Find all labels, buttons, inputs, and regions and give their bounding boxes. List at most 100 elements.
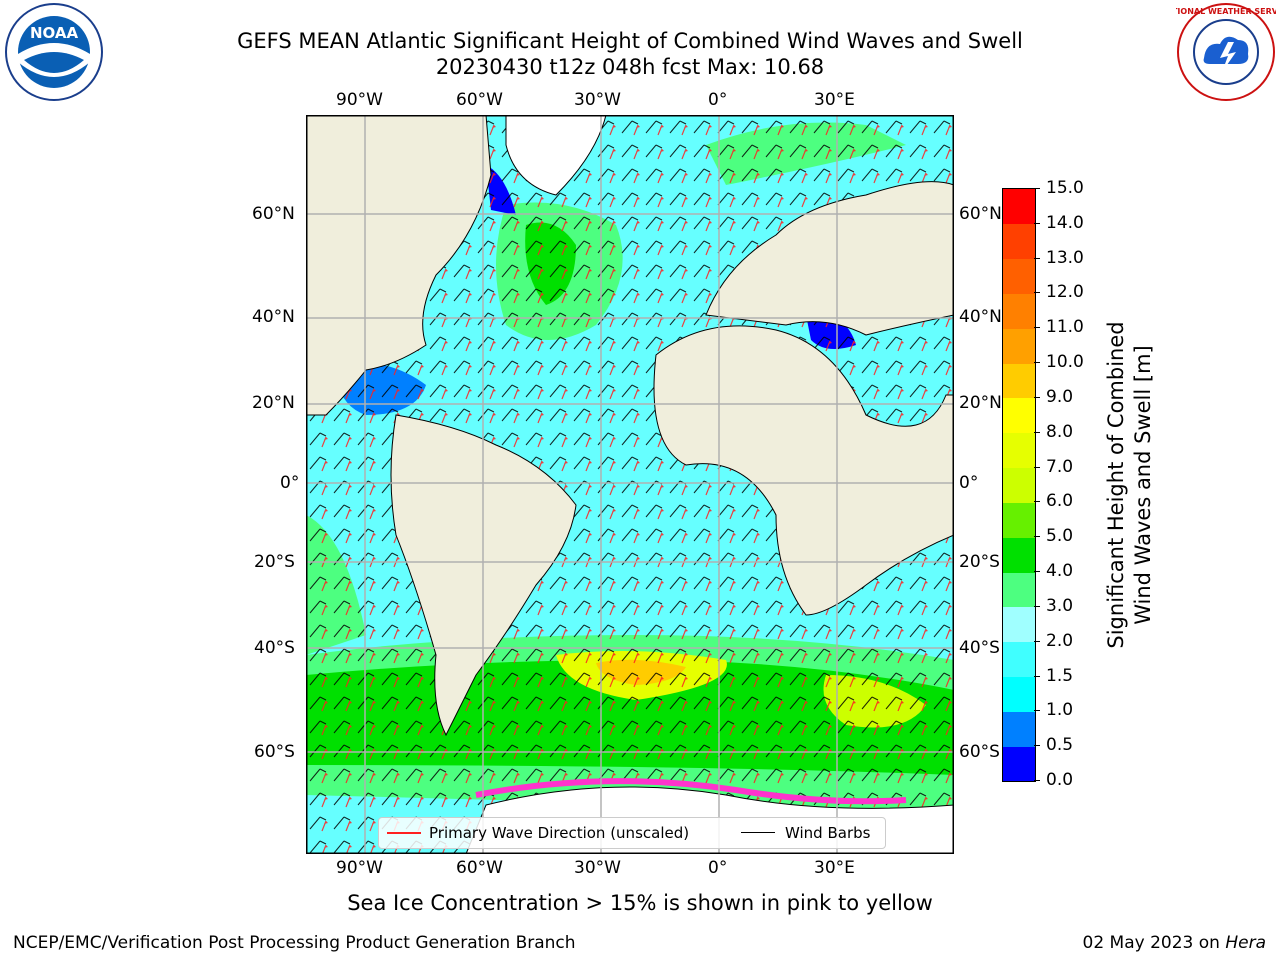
lat-label-left: 0° — [280, 473, 300, 493]
colorbar-label: Significant Height of Combined Wind Wave… — [1100, 190, 1160, 780]
footer-date: 02 May 2023 on Hera — [1083, 933, 1267, 953]
colorbar-segment — [1003, 572, 1035, 608]
chart-title: GEFS MEAN Atlantic Significant Height of… — [237, 29, 1023, 53]
colorbar-segment — [1003, 467, 1035, 503]
colorbar-tick-mark — [1034, 396, 1040, 398]
footer-date-text: 02 May 2023 on — [1082, 933, 1226, 953]
sea-ice-edge — [475, 778, 907, 805]
colorbar-tick-mark — [1034, 745, 1040, 747]
colorbar-tick-mark — [1034, 501, 1040, 503]
colorbar-segment — [1003, 432, 1035, 469]
colorbar-tick-label: 13.0 — [1046, 247, 1084, 268]
footer-machine: Hera — [1225, 933, 1266, 953]
colorbar-tick-mark — [1034, 362, 1040, 364]
colorbar-segment — [1003, 363, 1035, 399]
lat-label-left: 40°S — [254, 638, 295, 658]
colorbar-tick-label: 1.0 — [1046, 700, 1074, 721]
colorbar-segment — [1003, 189, 1035, 225]
colorbar-segment — [1003, 746, 1035, 782]
colorbar-tick-mark — [1034, 188, 1040, 189]
lat-label-left: 20°N — [252, 393, 295, 413]
lon-label-top: 0° — [708, 90, 728, 110]
colorbar-segment — [1003, 711, 1035, 747]
lat-label-left: 20°S — [254, 552, 295, 572]
africa — [653, 325, 955, 616]
colorbar-tick-mark — [1034, 536, 1040, 538]
colorbar-tick-mark — [1034, 640, 1040, 642]
lat-label-right: 40°S — [959, 638, 1000, 658]
colorbar-tick-mark — [1034, 780, 1040, 781]
lon-label-bottom: 30°E — [814, 858, 855, 878]
lat-label-left: 60°N — [252, 204, 295, 224]
colorbar-tick-label: 9.0 — [1046, 386, 1074, 407]
map-frame — [306, 115, 954, 854]
legend-wave-direction: Primary Wave Direction (unscaled) — [429, 824, 690, 842]
colorbar-segment — [1003, 258, 1035, 294]
colorbar-tick-mark — [1034, 222, 1040, 224]
colorbar-tick-label: 14.0 — [1046, 212, 1084, 233]
footer-branch: NCEP/EMC/Verification Post Processing Pr… — [13, 933, 576, 953]
sea-ice-note: Sea Ice Concentration > 15% is shown in … — [347, 891, 933, 915]
lat-label-left: 40°N — [252, 307, 295, 327]
wind-barb-swatch — [741, 832, 775, 833]
lat-label-left: 60°S — [254, 742, 295, 762]
colorbar-tick-label: 10.0 — [1046, 352, 1084, 373]
colorbar-segment — [1003, 397, 1035, 434]
lat-label-right: 20°N — [959, 393, 1002, 413]
colorbar-segment — [1003, 293, 1035, 329]
colorbar-tick-mark — [1034, 710, 1040, 712]
colorbar-tick-label: 12.0 — [1046, 282, 1084, 303]
lon-label-top: 90°W — [336, 90, 383, 110]
lat-label-right: 20°S — [959, 552, 1000, 572]
lat-label-right: 40°N — [959, 307, 1002, 327]
legend-wind-barbs: Wind Barbs — [785, 824, 871, 842]
colorbar-label-line1: Significant Height of Combined — [1104, 321, 1128, 649]
lat-label-right: 0° — [959, 473, 979, 493]
colorbar-label-line2: Wind Waves and Swell [m] — [1131, 345, 1155, 625]
lon-label-top: 30°E — [814, 90, 855, 110]
colorbar-segment — [1003, 537, 1035, 573]
colorbar-segment — [1003, 223, 1035, 260]
colorbar-ticks: 0.0 0.5 1.0 1.5 2.0 3.0 4.0 5.0 6.0 7.0 8.0 9.0 10.0… — [1034, 178, 1096, 790]
colorbar-tick-label: 1.5 — [1046, 665, 1074, 686]
nws-logo: NATIONAL WEATHER SERVICE — [1160, 2, 1280, 102]
colorbar-segment — [1003, 606, 1035, 643]
colorbar-segment — [1003, 676, 1035, 712]
colorbar-tick-mark — [1034, 292, 1040, 294]
lon-label-bottom: 0° — [708, 858, 728, 878]
colorbar-tick-mark — [1034, 675, 1040, 677]
colorbar-tick-mark — [1034, 605, 1040, 607]
lat-label-right: 60°N — [959, 204, 1002, 224]
colorbar-tick-label: 15.0 — [1046, 178, 1084, 198]
colorbar-tick-label: 7.0 — [1046, 456, 1074, 477]
colorbar-segment — [1003, 502, 1035, 538]
colorbar-tick-label: 3.0 — [1046, 595, 1074, 616]
colorbar-tick-label: 5.0 — [1046, 526, 1074, 547]
lon-label-bottom: 60°W — [456, 858, 503, 878]
lon-label-top: 30°W — [574, 90, 621, 110]
lon-label-bottom: 30°W — [574, 858, 621, 878]
colorbar-tick-label: 0.0 — [1046, 770, 1074, 790]
colorbar-tick-mark — [1034, 327, 1040, 329]
lon-label-top: 60°W — [456, 90, 503, 110]
colorbar-tick-label: 8.0 — [1046, 421, 1074, 442]
noaa-logo-text: NOAA — [30, 24, 79, 42]
nws-logo-text: NATIONAL WEATHER SERVICE — [1176, 7, 1276, 16]
colorbar-tick-mark — [1034, 466, 1040, 468]
map-legend: Primary Wave Direction (unscaled) Wind B… — [378, 817, 886, 849]
colorbar-tick-label: 0.5 — [1046, 735, 1074, 756]
north-america — [305, 114, 492, 416]
colorbar-tick-label: 4.0 — [1046, 561, 1074, 582]
colorbar-tick-label: 6.0 — [1046, 491, 1074, 512]
noaa-logo: NOAA — [4, 2, 104, 102]
colorbar-segment — [1003, 641, 1035, 678]
wave-height-map — [305, 114, 955, 855]
lon-label-bottom: 90°W — [336, 858, 383, 878]
map-gridlines — [306, 115, 954, 854]
colorbar-tick-label: 2.0 — [1046, 630, 1074, 651]
lat-label-right: 60°S — [959, 742, 1000, 762]
colorbar-tick-mark — [1034, 257, 1040, 259]
colorbar-segment — [1003, 328, 1035, 364]
colorbar-tick-mark — [1034, 571, 1040, 573]
wave-direction-swatch — [387, 832, 421, 834]
